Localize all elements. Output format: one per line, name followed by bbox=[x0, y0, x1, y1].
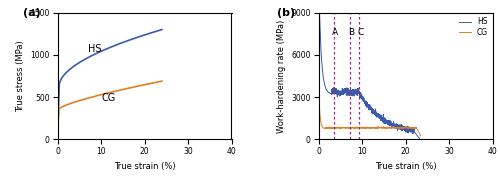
Text: A: A bbox=[332, 28, 338, 37]
Text: (b): (b) bbox=[276, 8, 295, 18]
Text: HS: HS bbox=[88, 44, 102, 54]
X-axis label: True strain (%): True strain (%) bbox=[374, 162, 436, 171]
CG bbox=[391, 127, 397, 129]
Legend: HS, CG: HS, CG bbox=[458, 16, 488, 37]
X-axis label: True strain (%): True strain (%) bbox=[114, 162, 176, 171]
HS bbox=[408, 129, 414, 131]
HS bbox=[326, 92, 332, 94]
Text: B: B bbox=[348, 28, 354, 37]
HS bbox=[316, 12, 322, 14]
CG bbox=[384, 127, 390, 129]
HS bbox=[417, 138, 423, 140]
Text: (a): (a) bbox=[22, 8, 40, 18]
CG bbox=[375, 126, 381, 128]
CG bbox=[418, 135, 424, 137]
Y-axis label: True stress (MPa): True stress (MPa) bbox=[16, 40, 25, 112]
HS bbox=[390, 123, 396, 125]
Y-axis label: Work-hardening rate (MPa): Work-hardening rate (MPa) bbox=[277, 19, 286, 133]
Text: CG: CG bbox=[101, 92, 115, 102]
CG bbox=[366, 127, 372, 129]
HS bbox=[404, 127, 409, 129]
Line: CG: CG bbox=[318, 91, 420, 136]
CG bbox=[361, 127, 367, 129]
Text: C: C bbox=[358, 28, 364, 37]
HS bbox=[324, 90, 330, 92]
Line: HS: HS bbox=[318, 13, 420, 139]
CG bbox=[365, 127, 371, 129]
CG bbox=[316, 90, 322, 92]
HS bbox=[401, 127, 407, 130]
